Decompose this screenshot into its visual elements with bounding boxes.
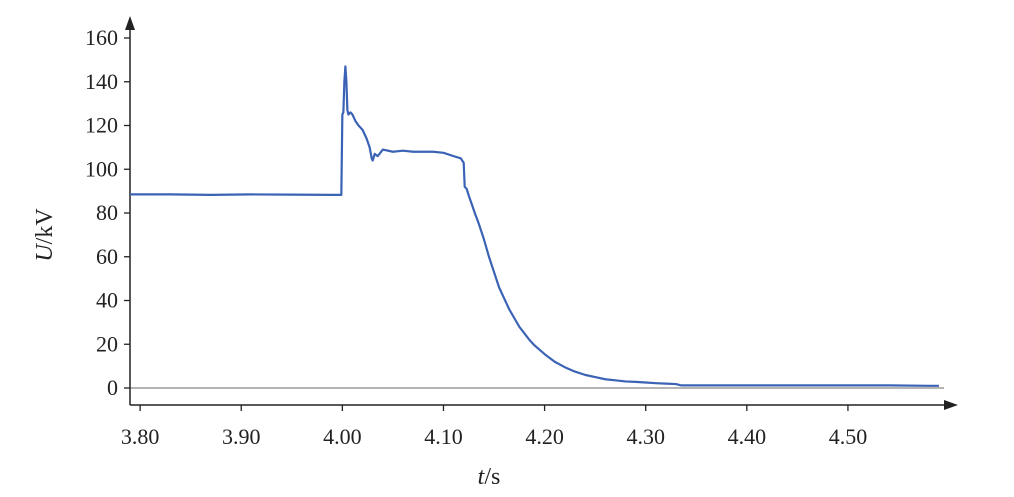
y-tick-label: 20 <box>96 331 118 356</box>
x-tick-label: 3.80 <box>121 424 160 449</box>
x-axis-arrow <box>944 400 958 410</box>
x-tick-label: 4.50 <box>829 424 868 449</box>
y-tick-label: 60 <box>96 244 118 269</box>
y-tick-label: 160 <box>85 25 118 50</box>
y-tick-label: 40 <box>96 288 118 313</box>
y-tick-label: 120 <box>85 113 118 138</box>
y-tick-label: 140 <box>85 69 118 94</box>
y-axis-label-variable: U <box>32 243 58 262</box>
x-axis-label-unit: /s <box>484 464 500 490</box>
x-tick-label: 3.90 <box>222 424 261 449</box>
y-axis-arrow <box>125 16 135 30</box>
y-axis-ticks: 0 20 40 60 80 100 120 140 160 <box>85 25 130 400</box>
voltage-series-line <box>130 65 939 387</box>
x-tick-label: 4.20 <box>525 424 564 449</box>
x-axis-ticks: 3.80 3.90 4.00 4.10 4.20 4.30 4.40 4.50 <box>121 405 867 449</box>
x-axis-label-variable: t <box>478 464 486 490</box>
x-tick-label: 4.00 <box>323 424 362 449</box>
y-tick-label: 0 <box>107 375 118 400</box>
y-axis-label: U/kV <box>32 208 58 262</box>
y-tick-label: 100 <box>85 156 118 181</box>
y-tick-label: 80 <box>96 200 118 225</box>
x-tick-label: 4.30 <box>626 424 665 449</box>
x-tick-label: 4.40 <box>728 424 767 449</box>
y-axis-label-unit: /kV <box>32 208 58 245</box>
x-tick-label: 4.10 <box>424 424 463 449</box>
x-axis-label: t/s <box>478 464 501 490</box>
